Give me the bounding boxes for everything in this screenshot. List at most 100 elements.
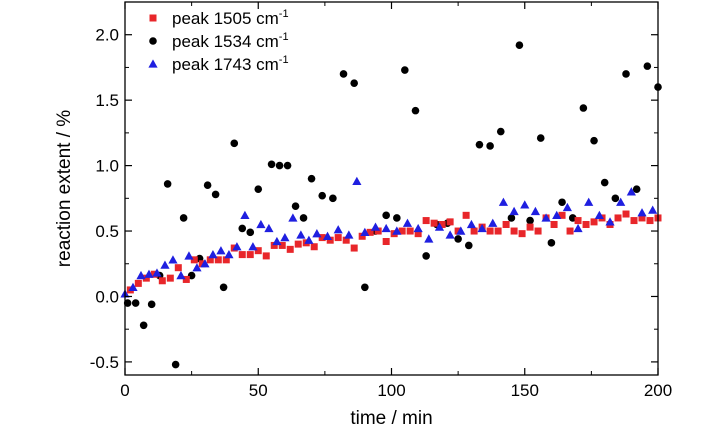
legend-marker-triangle (148, 59, 158, 68)
data-point-triangle (296, 230, 306, 239)
series-triangle (120, 176, 658, 298)
data-point-square (526, 223, 534, 231)
data-point-triangle (370, 222, 381, 231)
data-point-square (550, 220, 558, 228)
data-point-circle (230, 139, 239, 148)
legend-label: peak 1743 cm-1 (172, 54, 289, 74)
data-point-triangle (240, 210, 250, 220)
data-point-square (614, 214, 622, 222)
data-point-triangle (304, 235, 314, 244)
legend-marker-square (149, 14, 157, 22)
data-point-square (182, 275, 190, 283)
data-point-triangle (605, 217, 615, 226)
data-point-triangle (637, 208, 647, 217)
data-point-triangle (648, 205, 658, 214)
legend-item: peak 1505 cm-1 (149, 8, 289, 28)
data-point-triangle (509, 206, 519, 216)
data-point-square (574, 217, 582, 225)
data-point-triangle (434, 222, 445, 231)
data-point-circle (422, 252, 430, 260)
data-point-triangle (312, 229, 322, 238)
data-point-circle (254, 185, 263, 193)
data-point-circle (350, 79, 358, 87)
data-point-circle (139, 321, 148, 330)
data-point-circle (401, 66, 409, 74)
data-point-circle (382, 211, 390, 220)
data-point-triangle (573, 223, 583, 233)
data-point-square (646, 217, 654, 225)
data-point-square (518, 230, 526, 238)
data-point-triangle (176, 270, 186, 280)
data-point-circle (267, 160, 276, 169)
data-point-triangle (128, 282, 138, 291)
data-point-triangle (352, 176, 362, 185)
data-point-circle (454, 235, 462, 243)
data-point-square (326, 236, 334, 244)
data-point-circle (475, 140, 484, 149)
data-point-triangle (168, 255, 178, 264)
data-point-circle (622, 70, 630, 78)
data-point-square (494, 227, 502, 235)
data-point-triangle (413, 223, 423, 233)
data-point-square (174, 264, 182, 272)
data-point-circle (643, 62, 652, 70)
data-point-square (142, 274, 150, 282)
data-point-circle (291, 202, 300, 210)
axis-ticks (124, 2, 659, 375)
data-point-triangle (594, 210, 604, 220)
data-point-triangle (256, 219, 266, 229)
data-point-circle (600, 178, 609, 187)
data-point-square (398, 227, 406, 235)
data-point-square (446, 218, 454, 226)
y-axis-title: reaction extent / % (54, 110, 75, 267)
legend-item: peak 1534 cm-1 (149, 31, 289, 51)
data-point-square (590, 218, 598, 226)
data-point-triangle (498, 197, 509, 206)
data-point-square (566, 227, 574, 235)
data-point-square (470, 227, 478, 235)
data-point-square (246, 251, 254, 259)
data-point-square (422, 217, 430, 225)
y-tick-label: 0.5 (95, 222, 119, 241)
data-point-triangle (541, 213, 551, 222)
y-tick-label: 2.0 (95, 26, 119, 45)
data-point-triangle (136, 270, 146, 280)
data-point-circle (393, 214, 401, 222)
tick-labels: 0 50 100 150 200 -0.5 0.0 0.5 1.0 1.5 2.0 (90, 26, 672, 400)
legend-marker-circle (149, 37, 157, 45)
data-point-triangle (144, 269, 154, 278)
data-point-triangle (208, 249, 218, 259)
data-point-triangle (200, 259, 210, 268)
data-point-triangle (248, 242, 258, 251)
y-tick-label: 1.5 (95, 91, 119, 110)
data-point-square (414, 230, 422, 238)
data-point-circle (411, 106, 420, 115)
legend-label-main: peak 1743 cm (172, 55, 279, 74)
data-point-triangle (360, 227, 370, 237)
data-point-square (214, 256, 222, 264)
data-point-circle (238, 224, 247, 233)
x-axis-title: time / min (350, 408, 432, 429)
data-point-triangle (456, 226, 466, 235)
data-point-triangle (322, 231, 333, 240)
legend-label-superscript: -1 (279, 8, 289, 20)
data-point-square (454, 227, 462, 235)
data-point-square (318, 234, 326, 242)
data-point-circle (329, 194, 337, 203)
data-point-circle (590, 136, 598, 145)
data-point-triangle (584, 197, 594, 206)
data-point-circle (486, 142, 494, 150)
data-point-triangle (152, 268, 162, 277)
data-point-square (622, 210, 630, 218)
data-point-square (198, 260, 206, 268)
data-point-square (342, 236, 350, 244)
data-point-triangle (381, 223, 391, 233)
data-point-triangle (552, 210, 562, 220)
legend: peak 1505 cm-1 peak 1534 cm-1 peak 1743 cm… (148, 8, 289, 74)
data-point-circle (131, 299, 140, 307)
legend-label: peak 1505 cm-1 (172, 8, 289, 28)
data-point-triangle (562, 202, 572, 212)
data-point-triangle (530, 206, 541, 216)
x-tick-label: 100 (377, 381, 405, 400)
data-point-triangle (192, 263, 202, 272)
